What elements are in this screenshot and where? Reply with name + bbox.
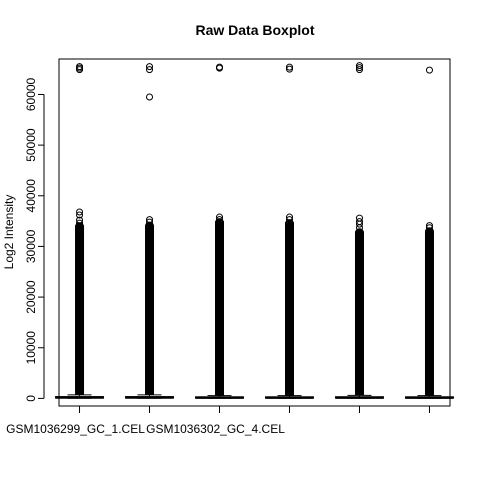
y-tick-label: 40000 (24, 179, 38, 213)
outlier-point (425, 222, 433, 230)
outlier-band-cap (75, 222, 84, 229)
y-tick-label: 0 (24, 395, 38, 402)
outlier-point (216, 216, 224, 224)
outlier-point (216, 213, 224, 221)
outlier-point (355, 218, 363, 226)
x-tick-label: GSM1036302_GC_4.CEL (146, 422, 285, 436)
outlier-point (146, 66, 154, 74)
plot-frame (58, 58, 451, 407)
y-tick-label: 60000 (24, 77, 38, 111)
box-1 (55, 63, 105, 399)
box-3 (195, 63, 245, 399)
y-tick-label: 50000 (24, 128, 38, 162)
outlier-point (425, 224, 433, 232)
outlier-point (76, 211, 84, 219)
outlier-point (285, 216, 293, 224)
outlier-point (355, 66, 363, 74)
boxes-group (55, 62, 454, 399)
outlier-band (145, 224, 155, 395)
outlier-point (425, 66, 433, 74)
y-axis: 0 10000 20000 30000 40000 50000 60000 (24, 77, 45, 402)
outlier-point (76, 219, 84, 227)
outlier-point (146, 218, 154, 226)
outlier-band (75, 225, 85, 395)
outlier-point (355, 64, 363, 72)
box-5 (334, 62, 384, 399)
box-2 (125, 63, 175, 399)
outlier-point (355, 62, 363, 70)
outlier-point (355, 214, 363, 222)
outlier-band (354, 231, 364, 396)
x-axis: GSM1036299_GC_1.CEL GSM1036302_GC_4.CEL (6, 406, 430, 436)
outlier-point (285, 65, 293, 73)
chart-title: Raw Data Boxplot (195, 22, 314, 38)
outlier-point (76, 216, 84, 224)
outlier-band (215, 221, 225, 396)
y-tick-label: 10000 (24, 331, 38, 365)
outlier-band (424, 230, 434, 396)
y-tick-label: 30000 (24, 229, 38, 263)
outlier-point (76, 208, 84, 216)
outlier-point (285, 63, 293, 71)
outlier-point (216, 63, 224, 71)
box-6 (404, 66, 454, 399)
outlier-band (284, 222, 294, 396)
outlier-point (76, 63, 84, 71)
outlier-point (146, 216, 154, 224)
x-tick-label: GSM1036299_GC_1.CEL (6, 422, 145, 436)
outlier-point (146, 93, 154, 101)
box-4 (264, 63, 314, 399)
y-axis-label: Log2 Intensity (2, 195, 16, 270)
outlier-point (146, 63, 154, 71)
outlier-point (285, 213, 293, 221)
y-tick-label: 20000 (24, 280, 38, 314)
